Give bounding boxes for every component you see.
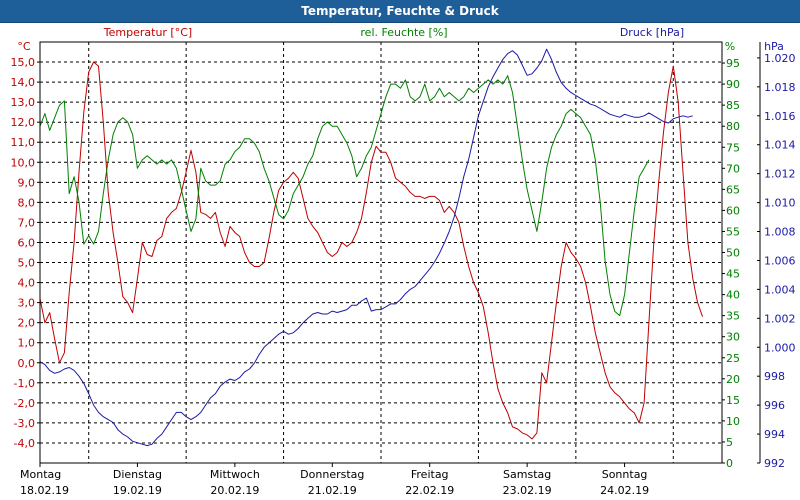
x-date-label: 20.02.19 (210, 484, 259, 497)
pressure-tick-label: 1.016 (764, 110, 796, 123)
x-date-label: 19.02.19 (113, 484, 162, 497)
grid-lines (40, 42, 722, 463)
pressure-tick-label: 1.018 (764, 81, 796, 94)
x-date-label: 21.02.19 (308, 484, 357, 497)
pressure-tick-label: 996 (764, 399, 785, 412)
humidity-tick-label: 25 (726, 352, 740, 365)
humidity-tick-label: 85 (726, 99, 740, 112)
humidity-tick-label: 80 (726, 120, 740, 133)
humidity-tick-label: 55 (726, 225, 740, 238)
humidity-tick-label: 40 (726, 289, 740, 302)
pressure-tick-label: 1.020 (764, 52, 796, 65)
axis-labels: 15,0 14,0 13,0 12,0 11,0 10,0 9,0 8,0 7,0 6,0 5,0 4… (11, 26, 796, 497)
humidity-tick-label: 70 (726, 162, 740, 175)
temperature-axis-title: Temperatur [°C] (103, 26, 192, 39)
temperature-tick-label: 5,0 (18, 257, 36, 270)
pressure-axis-title: Druck [hPa] (620, 26, 684, 39)
pressure-tick-label: 992 (764, 457, 785, 470)
pressure-tick-label: 1.004 (764, 283, 796, 296)
humidity-tick-label: 20 (726, 373, 740, 386)
pressure-tick-label: 1.006 (764, 254, 796, 267)
x-date-label: 24.02.19 (600, 484, 649, 497)
pressure-tick-label: 1.014 (764, 139, 796, 152)
humidity-tick-label: 30 (726, 331, 740, 344)
pressure-tick-label: 1.012 (764, 168, 796, 181)
x-day-label: Mittwoch (210, 468, 260, 481)
x-day-label: Montag (20, 468, 61, 481)
humidity-tick-label: 0 (726, 457, 733, 470)
pressure-tick-label: 1.000 (764, 341, 796, 354)
temperature-tick-label: -4,0 (14, 437, 35, 450)
humidity-tick-label: 10 (726, 415, 740, 428)
temperature-tick-label: 7,0 (18, 216, 36, 229)
temperature-tick-label: 11,0 (11, 136, 36, 149)
pressure-series-line (39, 48, 693, 447)
humidity-tick-label: 90 (726, 78, 740, 91)
temperature-tick-label: 15,0 (11, 56, 36, 69)
temperature-series-line (39, 61, 703, 440)
x-date-label: 23.02.19 (503, 484, 552, 497)
temperature-tick-label: 4,0 (18, 277, 36, 290)
pressure-tick-label: 1.002 (764, 312, 796, 325)
x-date-label: 18.02.19 (20, 484, 69, 497)
humidity-axis-title: rel. Feuchte [%] (360, 26, 447, 39)
temperature-tick-label: 13,0 (11, 96, 36, 109)
humidity-tick-label: 15 (726, 394, 740, 407)
pressure-unit-label: hPa (764, 40, 784, 53)
pressure-tick-label: 1.010 (764, 197, 796, 210)
temperature-tick-label: 0,0 (18, 357, 36, 370)
temperature-tick-label: 9,0 (18, 176, 36, 189)
humidity-tick-label: 75 (726, 141, 740, 154)
temperature-tick-label: 12,0 (11, 116, 36, 129)
pressure-tick-label: 1.008 (764, 226, 796, 239)
x-day-label: Freitag (411, 468, 449, 481)
temperature-tick-label: 14,0 (11, 76, 36, 89)
series-layer (39, 48, 703, 447)
humidity-tick-label: 65 (726, 183, 740, 196)
humidity-tick-label: 50 (726, 247, 740, 260)
x-day-label: Sonntag (602, 468, 648, 481)
temperature-tick-label: -1,0 (14, 377, 35, 390)
humidity-tick-label: 45 (726, 268, 740, 281)
temperature-tick-label: 1,0 (18, 337, 36, 350)
humidity-tick-label: 95 (726, 57, 740, 70)
humidity-tick-label: 5 (726, 436, 733, 449)
x-day-label: Donnerstag (300, 468, 364, 481)
window-title: Temperatur, Feuchte & Druck (0, 0, 800, 23)
temperature-tick-label: -2,0 (14, 397, 35, 410)
pressure-tick-label: 994 (764, 428, 785, 441)
humidity-tick-label: 35 (726, 310, 740, 323)
temperature-unit-label: °C (17, 40, 31, 53)
x-day-label: Samstag (503, 468, 551, 481)
x-date-label: 22.02.19 (405, 484, 454, 497)
x-day-label: Dienstag (113, 468, 162, 481)
humidity-unit-label: % (725, 40, 735, 53)
humidity-series-line (39, 75, 650, 317)
temperature-tick-label: 6,0 (18, 236, 36, 249)
temperature-tick-label: 3,0 (18, 297, 36, 310)
temperature-tick-label: 10,0 (11, 156, 36, 169)
temperature-tick-label: -3,0 (14, 417, 35, 430)
humidity-tick-label: 60 (726, 204, 740, 217)
temperature-tick-label: 8,0 (18, 196, 36, 209)
pressure-tick-label: 998 (764, 370, 785, 383)
temperature-tick-label: 2,0 (18, 317, 36, 330)
